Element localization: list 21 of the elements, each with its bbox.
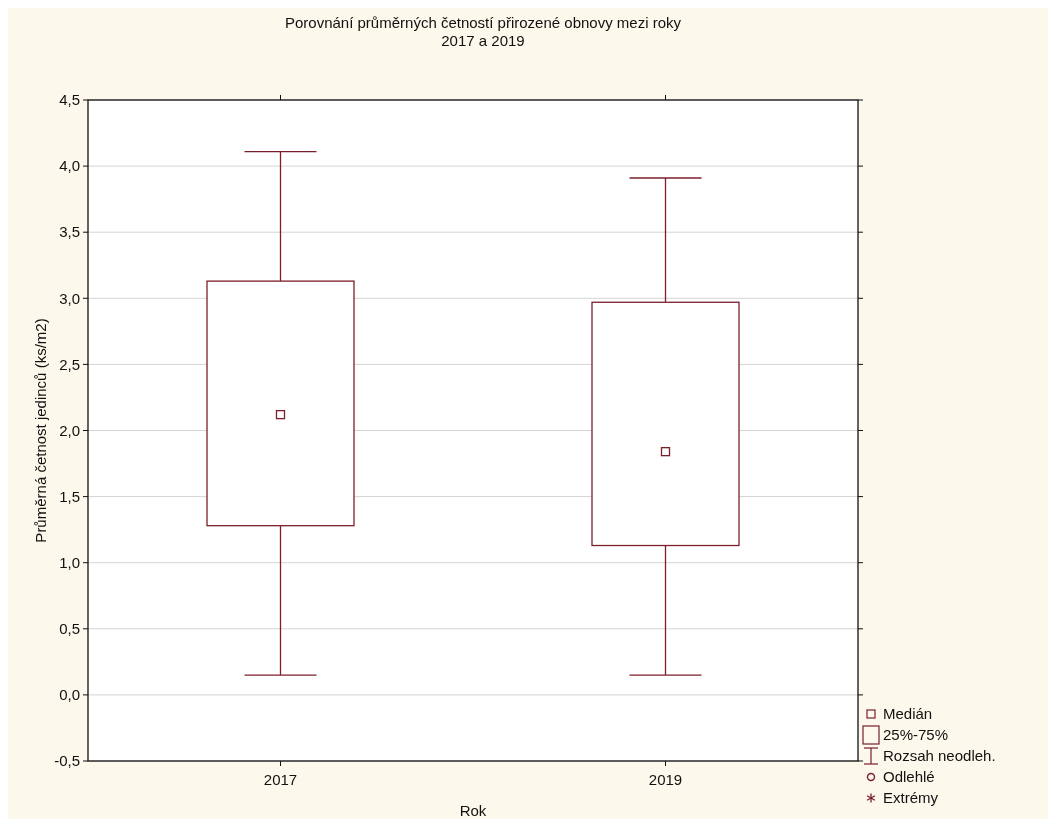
x-tick-label: 2017: [263, 771, 298, 788]
text: Extrémy: [883, 789, 939, 807]
y-tick-label: 2,5: [59, 355, 80, 373]
y-tick-label: 2,0: [59, 421, 80, 439]
y-axis-title: Průměrná četnost jedinců (ks/m2): [32, 318, 49, 543]
y-tick-label: -0,5: [54, 752, 80, 770]
y-tick-label: 1,0: [59, 553, 80, 571]
text: Rozsah neodleh.: [883, 747, 996, 765]
text: Odlehlé: [883, 768, 935, 786]
y-tick-label: 4,0: [59, 157, 80, 175]
y-tick-label: 3,5: [59, 223, 80, 241]
text: Medián: [883, 705, 933, 723]
y-tick-label: 0,5: [59, 620, 80, 638]
x-tick-label: 2019: [648, 771, 683, 788]
y-tick-label: 1,5: [59, 487, 80, 505]
y-tick-label: 3,0: [59, 289, 80, 307]
text: 25%-75%: [883, 726, 949, 744]
chart-title: Porovnání průměrných četností přirozené obnovy mezi roky 2017 a 2019: [284, 14, 682, 49]
x-axis-title: Rok: [459, 802, 487, 819]
y-tick-label: 4,5: [59, 91, 80, 109]
y-tick-label: 0,0: [59, 686, 80, 704]
